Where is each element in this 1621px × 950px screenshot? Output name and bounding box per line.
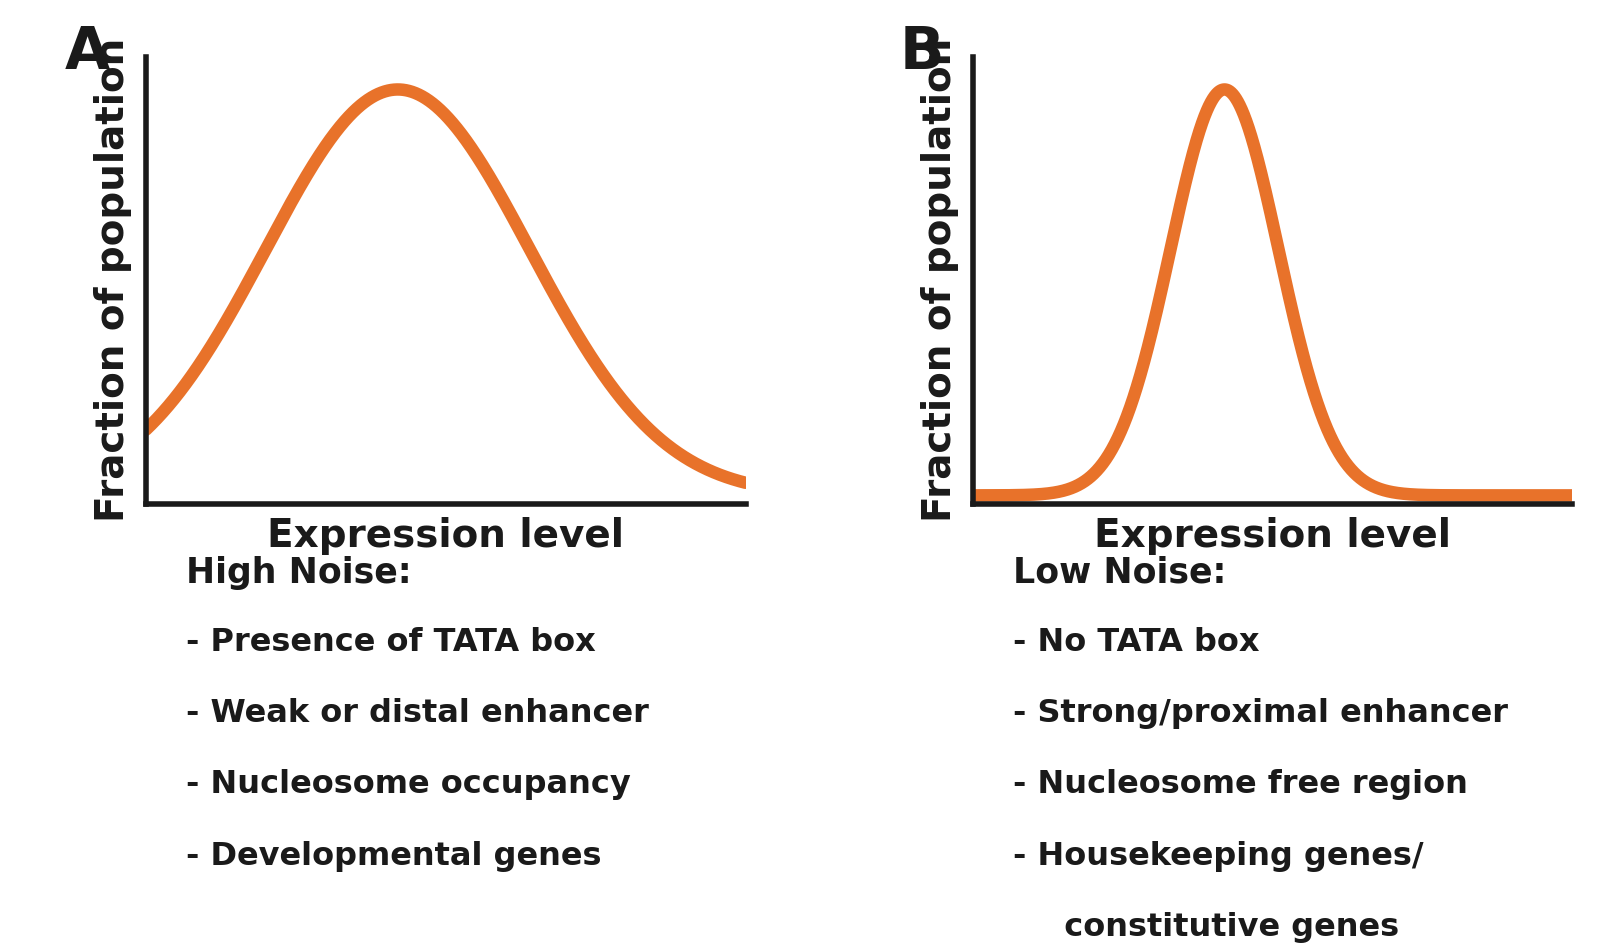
Text: Low Noise:: Low Noise: bbox=[1013, 556, 1227, 590]
Y-axis label: Fraction of population: Fraction of population bbox=[921, 38, 958, 522]
Text: - Strong/proximal enhancer: - Strong/proximal enhancer bbox=[1013, 698, 1508, 730]
X-axis label: Expression level: Expression level bbox=[267, 518, 624, 556]
Text: - Nucleosome occupancy: - Nucleosome occupancy bbox=[186, 770, 631, 801]
Y-axis label: Fraction of population: Fraction of population bbox=[94, 38, 131, 522]
Text: B: B bbox=[900, 24, 943, 81]
Text: High Noise:: High Noise: bbox=[186, 556, 412, 590]
Text: - Nucleosome free region: - Nucleosome free region bbox=[1013, 770, 1469, 801]
Text: A: A bbox=[65, 24, 110, 81]
Text: constitutive genes: constitutive genes bbox=[1042, 912, 1399, 943]
Text: - Presence of TATA box: - Presence of TATA box bbox=[186, 627, 597, 658]
Text: - Housekeeping genes/: - Housekeeping genes/ bbox=[1013, 841, 1423, 872]
Text: - No TATA box: - No TATA box bbox=[1013, 627, 1260, 658]
X-axis label: Expression level: Expression level bbox=[1094, 518, 1451, 556]
Text: - Weak or distal enhancer: - Weak or distal enhancer bbox=[186, 698, 650, 730]
Text: - Developmental genes: - Developmental genes bbox=[186, 841, 601, 872]
